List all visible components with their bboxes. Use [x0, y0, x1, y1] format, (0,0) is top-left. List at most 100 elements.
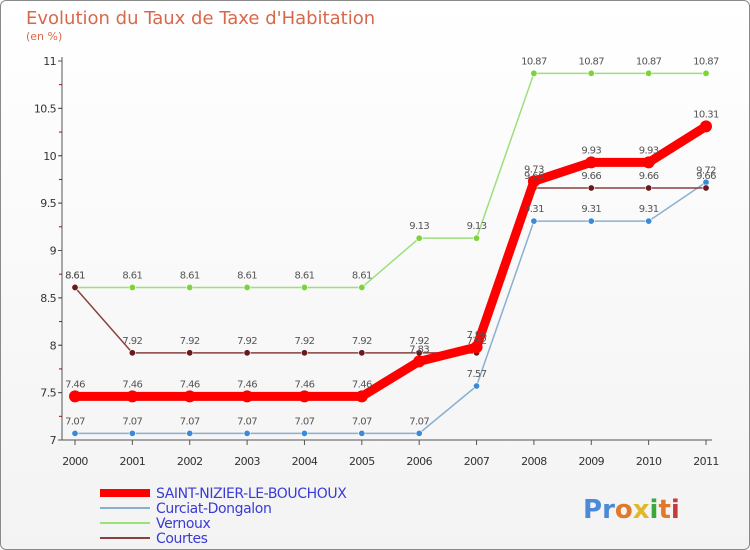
data-point	[358, 283, 366, 291]
logo-letter: t	[658, 495, 670, 525]
data-point	[415, 234, 423, 242]
data-label: 9.13	[467, 221, 487, 232]
legend-label: Courtes	[156, 531, 208, 547]
data-label: 7.07	[237, 416, 257, 427]
x-tick-label: 2007	[464, 455, 490, 468]
data-point	[186, 283, 194, 291]
x-tick-label: 2006	[406, 455, 432, 468]
data-label: 7.92	[467, 336, 487, 347]
data-label: 10.87	[578, 56, 604, 67]
y-tick-label: 8	[50, 339, 57, 352]
data-label: 8.61	[237, 270, 257, 281]
data-point	[355, 390, 368, 403]
data-point	[530, 69, 538, 77]
logo-letter: x	[633, 495, 650, 525]
data-point	[645, 184, 653, 192]
proxiti-logo: Proxiti	[583, 495, 680, 525]
y-tick-label: 7	[50, 434, 57, 447]
data-point	[241, 390, 254, 403]
data-point	[527, 175, 540, 188]
series-line-1	[74, 181, 707, 435]
data-label: 10.87	[693, 56, 719, 67]
x-tick-label: 2003	[234, 455, 260, 468]
x-tick-label: 2002	[177, 455, 203, 468]
logo-letter: i	[650, 495, 659, 525]
data-label: 9.93	[639, 145, 659, 156]
data-point	[243, 283, 251, 291]
data-label: 10.31	[693, 109, 719, 120]
data-label: 7.46	[65, 379, 85, 390]
data-point	[243, 429, 251, 437]
data-point	[243, 349, 251, 357]
data-point	[415, 429, 423, 437]
data-label: 9.31	[524, 204, 544, 215]
legend-label: Curciat-Dongalon	[156, 501, 271, 517]
data-label: 9.73	[524, 164, 544, 175]
y-tick-label: 9.5	[40, 197, 56, 210]
data-point	[470, 341, 483, 354]
x-tick-label: 2008	[521, 455, 547, 468]
data-label: 7.98	[467, 330, 487, 341]
data-point	[128, 283, 136, 291]
x-tick-label: 2001	[120, 455, 146, 468]
data-label: 7.92	[122, 336, 142, 347]
data-label: 7.07	[65, 416, 85, 427]
data-point	[298, 390, 311, 403]
series-line-0	[70, 121, 711, 401]
data-label: 8.61	[65, 270, 85, 281]
data-label: 10.87	[521, 56, 547, 67]
x-tick-label: 2004	[292, 455, 318, 468]
data-point	[413, 355, 426, 368]
data-point	[587, 184, 595, 192]
axes: 7 7.5 8 8.5 9 9.5 10 10.5 11 2000 2001 2002 2003 2004…	[34, 55, 719, 468]
data-point	[71, 283, 79, 291]
series-line-2	[74, 72, 707, 289]
data-label: 10.87	[636, 56, 662, 67]
data-label: 7.92	[352, 336, 372, 347]
data-label: 7.46	[180, 379, 200, 390]
data-label: 9.66	[639, 171, 659, 182]
data-point	[642, 156, 655, 169]
data-label: 9.31	[581, 204, 601, 215]
chart-title: Evolution du Taux de Taxe d'Habitation	[26, 8, 375, 29]
data-point	[585, 156, 598, 169]
data-label: 8.61	[122, 270, 142, 281]
data-point	[645, 69, 653, 77]
data-label: 9.66	[524, 171, 544, 182]
data-point	[473, 234, 481, 242]
data-label: 7.92	[180, 336, 200, 347]
data-point	[358, 349, 366, 357]
y-tick-label: 9	[50, 245, 57, 258]
data-point	[587, 69, 595, 77]
data-label: 9.66	[581, 171, 601, 182]
logo-letter: i	[671, 495, 680, 525]
logo-text: Proxiti	[583, 495, 680, 525]
data-point	[645, 217, 653, 225]
data-label: 7.07	[295, 416, 315, 427]
data-label: 7.46	[122, 379, 142, 390]
data-label: 7.46	[237, 379, 257, 390]
x-tick-label: 2005	[349, 455, 375, 468]
x-tick-label: 2010	[636, 455, 662, 468]
data-label: 8.61	[295, 270, 315, 281]
data-label: 7.46	[352, 379, 372, 390]
data-point	[702, 184, 710, 192]
data-point	[300, 349, 308, 357]
data-point	[71, 429, 79, 437]
data-label: 7.57	[467, 369, 487, 380]
data-label: 7.46	[295, 379, 315, 390]
y-tick-label: 11	[43, 55, 56, 68]
data-label: 7.07	[409, 416, 429, 427]
data-point	[69, 390, 81, 403]
data-label: 7.07	[180, 416, 200, 427]
data-point	[300, 429, 308, 437]
logo-letter: r	[602, 495, 615, 525]
data-label: 7.83	[409, 344, 429, 355]
y-tick-label: 8.5	[40, 292, 56, 305]
data-point	[128, 349, 136, 357]
chart-subtitle: (en %)	[26, 30, 62, 43]
data-label: 9.93	[581, 145, 601, 156]
logo-letter: o	[615, 495, 633, 525]
data-point	[587, 217, 595, 225]
